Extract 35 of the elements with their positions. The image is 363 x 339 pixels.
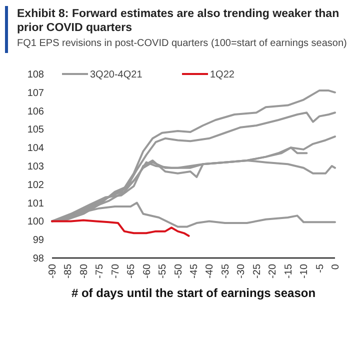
y-tick-label: 99: [32, 235, 44, 246]
y-tick-label: 107: [27, 88, 44, 99]
chart-subtitle: FQ1 EPS revisions in post-COVID quarters (100=start of earnings season): [17, 38, 347, 49]
x-tick-label: -35: [220, 264, 232, 278]
x-tick-label: -20: [268, 264, 279, 278]
x-tick-label: -5: [314, 264, 326, 273]
y-tick-label: 102: [27, 180, 44, 191]
y-tick-label: 104: [27, 143, 44, 154]
legend-label: 1Q22: [210, 70, 235, 80]
x-axis-title: # of days until the start of earnings season: [71, 286, 316, 300]
x-tick-label: -75: [94, 264, 106, 278]
x-tick-label: -60: [142, 264, 153, 278]
x-tick-label: -10: [299, 264, 310, 278]
x-tick-label: -15: [283, 264, 294, 278]
y-tick-label: 100: [27, 216, 44, 228]
x-tick-label: 0: [330, 264, 342, 270]
y-tick-label: 103: [27, 162, 44, 172]
x-tick-label: -70: [110, 264, 122, 278]
x-tick-label: -55: [158, 264, 169, 278]
x-tick-label: -90: [48, 264, 58, 278]
x-tick-label: -50: [173, 264, 184, 278]
x-tick-label: -45: [189, 264, 200, 278]
chart-title: Exhibit 8: Forward estimates are also trending weaker than prior COVID quarters: [17, 8, 340, 34]
x-tick-label: -40: [204, 264, 216, 278]
legend-label: 3Q20-4Q21: [90, 70, 143, 80]
y-tick-label: 108: [27, 70, 44, 80]
y-tick-label: 105: [27, 124, 44, 136]
x-tick-label: -30: [236, 264, 248, 278]
x-tick-label: -85: [63, 264, 74, 278]
x-tick-label: -25: [252, 264, 263, 278]
x-tick-label: -65: [126, 264, 138, 278]
x-tick-label: -80: [78, 264, 90, 278]
y-tick-label: 106: [27, 106, 44, 118]
y-tick-label: 101: [27, 198, 44, 210]
y-tick-label: 98: [32, 254, 44, 264]
